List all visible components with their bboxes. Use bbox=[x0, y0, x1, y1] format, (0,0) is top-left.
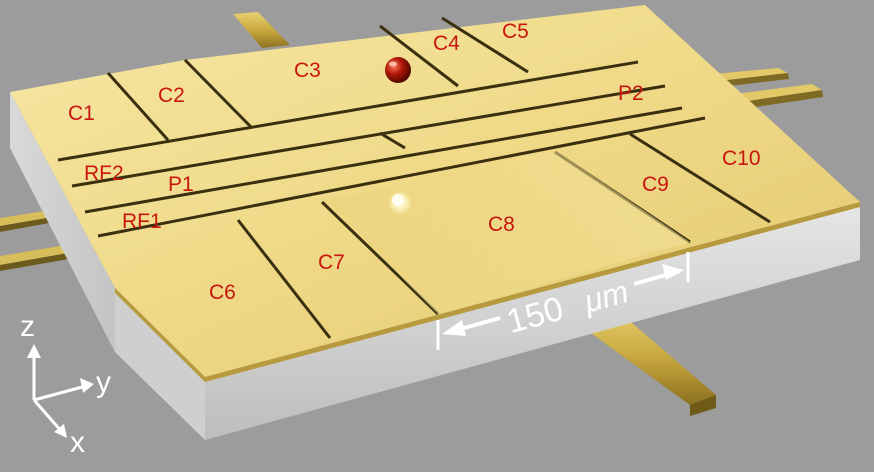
wire-bottom-front bbox=[570, 306, 716, 416]
label-c4: C4 bbox=[433, 32, 460, 55]
label-c9: C9 bbox=[642, 173, 669, 196]
label-c1: C1 bbox=[68, 102, 95, 125]
label-c3: C3 bbox=[294, 59, 321, 82]
label-rf1: RF1 bbox=[122, 210, 162, 233]
label-c5: C5 bbox=[502, 20, 529, 43]
label-c6: C6 bbox=[209, 281, 236, 304]
electrode-gaps bbox=[57, 16, 771, 339]
label-p1: P1 bbox=[168, 173, 194, 196]
axis-label-x: x bbox=[70, 426, 85, 459]
ion-red bbox=[385, 57, 411, 83]
wire-top-back bbox=[233, 12, 290, 48]
label-p2: P2 bbox=[618, 82, 644, 105]
axes-indicator bbox=[27, 344, 94, 438]
scale-bar-left-arrow bbox=[442, 320, 466, 336]
axis-label-z: z bbox=[20, 310, 35, 343]
label-rf2: RF2 bbox=[84, 162, 124, 185]
ion-reflection bbox=[387, 191, 413, 217]
scale-bar-right-arrow bbox=[662, 264, 684, 280]
c8-highlight bbox=[325, 150, 690, 314]
label-c10: C10 bbox=[722, 147, 761, 170]
axis-label-y: y bbox=[96, 366, 111, 399]
label-c7: C7 bbox=[318, 251, 345, 274]
label-c2: C2 bbox=[158, 84, 185, 107]
label-c8: C8 bbox=[488, 213, 515, 236]
